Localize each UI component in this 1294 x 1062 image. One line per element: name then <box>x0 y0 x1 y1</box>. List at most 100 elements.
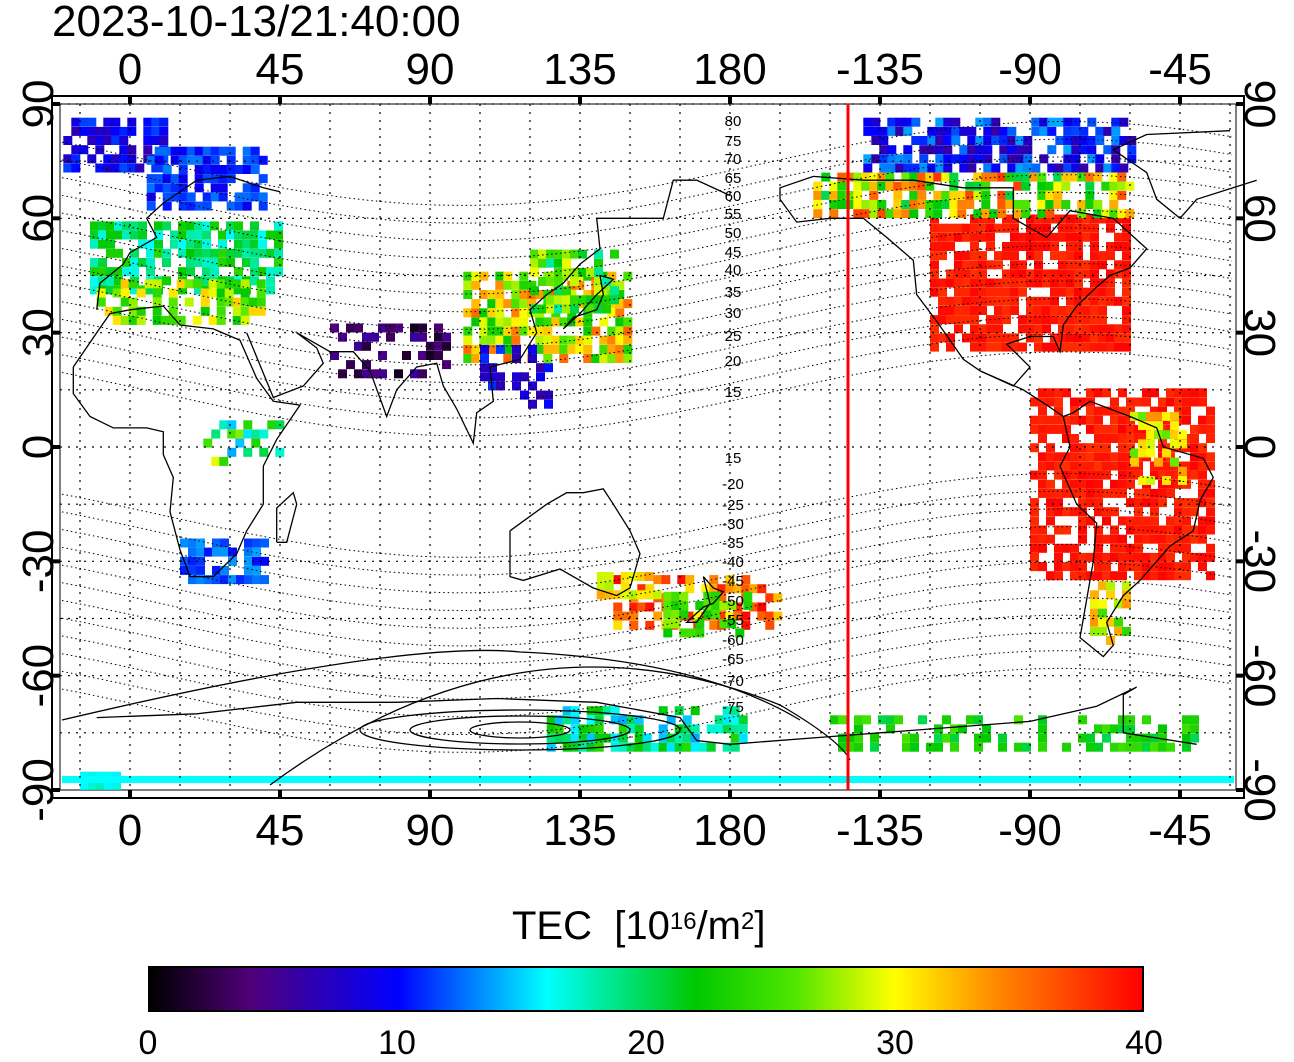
tec-cell <box>186 192 196 202</box>
tec-cell <box>1134 552 1143 562</box>
tec-cell <box>1050 251 1059 261</box>
tec-cell <box>136 315 146 325</box>
tec-cell <box>1178 476 1187 485</box>
tec-cell <box>188 556 197 566</box>
tec-cell <box>168 315 178 325</box>
tec-cell <box>1037 181 1047 191</box>
tec-cell <box>986 260 995 270</box>
tec-cell <box>570 295 579 305</box>
tec-cell <box>1158 571 1167 581</box>
tec-cell <box>628 590 638 600</box>
maglat-contour <box>61 543 1233 629</box>
tec-cell <box>242 155 252 165</box>
tec-cell <box>554 295 563 305</box>
tec-cell <box>941 190 951 200</box>
tec-cell <box>983 163 993 173</box>
tec-cell <box>682 724 692 734</box>
tec-cell <box>1106 324 1115 334</box>
tec-cell <box>1002 333 1011 343</box>
tec-cell <box>623 344 633 354</box>
tec-cell <box>887 163 897 173</box>
tec-cell <box>1182 742 1191 752</box>
tec-cell <box>1158 488 1167 498</box>
tec-cell <box>162 146 172 156</box>
coastline <box>276 491 298 543</box>
tec-cell <box>636 572 646 581</box>
tec-cell <box>536 363 545 373</box>
tec-cell <box>645 584 655 594</box>
tec-cell <box>511 335 521 345</box>
maglat-label: -35 <box>722 535 744 552</box>
tec-cell <box>1170 411 1179 421</box>
tec-cell <box>1013 209 1023 219</box>
tec-cell <box>991 117 1001 127</box>
tec-cell <box>1086 742 1095 752</box>
tec-cell <box>234 267 243 277</box>
tec-cell <box>426 351 435 360</box>
tec-cell <box>586 267 595 277</box>
tec-cell <box>862 715 871 725</box>
tec-cell <box>1046 498 1055 508</box>
tec-cell <box>583 344 593 354</box>
tec-cell <box>938 287 947 297</box>
maglat-contour <box>61 121 1233 206</box>
tec-cell <box>1046 516 1055 526</box>
tec-cell <box>837 200 847 209</box>
tec-cell <box>535 290 545 299</box>
top-lon-label: 135 <box>543 45 616 94</box>
tec-cell <box>1103 163 1113 173</box>
tec-cell <box>1042 214 1051 224</box>
tec-cell <box>1117 181 1127 191</box>
tec-cell <box>130 230 139 240</box>
tec-cell <box>1034 324 1043 334</box>
tec-cell <box>885 172 895 182</box>
tec-cell <box>685 584 695 594</box>
tec-cell <box>949 172 959 182</box>
tec-cell <box>679 628 689 638</box>
tec-cell <box>1106 287 1115 297</box>
tec-cell <box>1119 163 1129 173</box>
tec-cell <box>530 249 539 259</box>
tec-cell <box>210 165 220 174</box>
tec-cell <box>103 117 113 127</box>
tec-cell <box>978 296 987 306</box>
tec-cell <box>1010 333 1019 343</box>
tec-cell <box>695 628 705 638</box>
tec-cell <box>879 145 889 155</box>
tec-cell <box>274 221 283 231</box>
tec-cell <box>1118 470 1127 480</box>
tec-cell <box>1118 479 1127 489</box>
tec-cell <box>717 611 727 621</box>
bottom-lon-label: -45 <box>1148 806 1212 855</box>
tec-cell <box>546 715 556 725</box>
tec-cell <box>1010 342 1019 352</box>
tec-cell <box>1106 214 1115 224</box>
tec-cell <box>186 230 195 240</box>
tec-cell <box>1182 406 1191 416</box>
tec-cell <box>1002 296 1011 306</box>
tec-cell <box>863 117 873 127</box>
tec-cell <box>1206 406 1215 416</box>
tec-cell <box>986 214 995 224</box>
tec-cell <box>946 296 955 306</box>
tec-cell <box>1162 448 1171 458</box>
tec-cell <box>1122 342 1131 352</box>
tec-cell <box>591 354 601 363</box>
tec-cell <box>709 575 719 585</box>
tec-cell <box>950 733 959 743</box>
tec-cell <box>1042 306 1051 315</box>
tec-cell <box>994 315 1003 325</box>
tec-cell <box>562 258 571 268</box>
tec-cell <box>567 335 577 345</box>
tec-cell <box>946 306 955 315</box>
tec-cell <box>170 146 180 156</box>
tec-cell <box>583 354 593 363</box>
tec-cell <box>623 317 633 327</box>
tec-cell <box>410 323 419 333</box>
tec-cell <box>1094 507 1103 517</box>
tec-cell <box>986 223 995 233</box>
tec-cell <box>1098 251 1107 261</box>
tec-cell <box>138 221 147 231</box>
tec-cell <box>983 136 993 145</box>
tec-cell <box>162 248 171 258</box>
